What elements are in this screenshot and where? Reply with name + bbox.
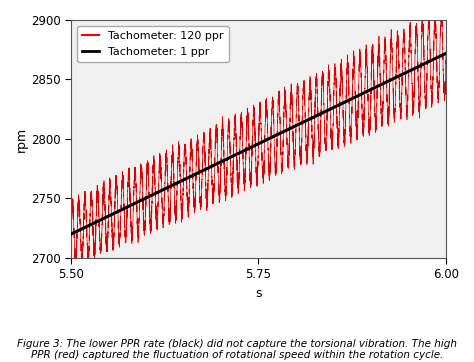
Tachometer: 1 ppr: (5.93, 2.85e+03): 1 ppr: (5.93, 2.85e+03) (392, 76, 398, 80)
Tachometer: 120 ppr: (5.82, 2.83e+03): 120 ppr: (5.82, 2.83e+03) (306, 95, 312, 100)
Tachometer: 1 ppr: (5.52, 2.73e+03): 1 ppr: (5.52, 2.73e+03) (85, 224, 91, 228)
Tachometer: 1 ppr: (5.7, 2.78e+03): 1 ppr: (5.7, 2.78e+03) (221, 158, 227, 162)
Tachometer: 1 ppr: (5.5, 2.72e+03): 1 ppr: (5.5, 2.72e+03) (68, 232, 74, 236)
Tachometer: 1 ppr: (5.86, 2.83e+03): 1 ppr: (5.86, 2.83e+03) (341, 101, 346, 105)
Tachometer: 1 ppr: (5.64, 2.76e+03): 1 ppr: (5.64, 2.76e+03) (170, 183, 176, 187)
Legend: Tachometer: 120 ppr, Tachometer: 1 ppr: Tachometer: 120 ppr, Tachometer: 1 ppr (76, 26, 228, 62)
Tachometer: 120 ppr: (5.99, 2.91e+03): 120 ppr: (5.99, 2.91e+03) (432, 7, 438, 11)
Tachometer: 1 ppr: (5.68, 2.78e+03): 1 ppr: (5.68, 2.78e+03) (204, 166, 210, 171)
Tachometer: 1 ppr: (6, 2.87e+03): 1 ppr: (6, 2.87e+03) (443, 51, 449, 55)
Tachometer: 120 ppr: (5.53, 2.73e+03): 120 ppr: (5.53, 2.73e+03) (87, 217, 93, 222)
Tachometer: 120 ppr: (6, 2.87e+03): 120 ppr: (6, 2.87e+03) (443, 51, 449, 55)
Line: Tachometer: 120 ppr: Tachometer: 120 ppr (71, 9, 446, 266)
Tachometer: 1 ppr: (5.57, 2.74e+03): 1 ppr: (5.57, 2.74e+03) (119, 207, 125, 212)
Tachometer: 1 ppr: (5.91, 2.84e+03): 1 ppr: (5.91, 2.84e+03) (375, 84, 381, 88)
Line: Tachometer: 1 ppr: Tachometer: 1 ppr (71, 53, 446, 234)
Tachometer: 1 ppr: (5.75, 2.8e+03): 1 ppr: (5.75, 2.8e+03) (255, 142, 261, 146)
Tachometer: 120 ppr: (5.87, 2.84e+03): 120 ppr: (5.87, 2.84e+03) (346, 94, 352, 98)
Tachometer: 1 ppr: (5.77, 2.8e+03): 1 ppr: (5.77, 2.8e+03) (273, 133, 278, 138)
Text: Figure 3: The lower PPR rate (black) did not capture the torsional vibration. Th: Figure 3: The lower PPR rate (black) did… (17, 338, 457, 360)
Tachometer: 1 ppr: (5.61, 2.75e+03): 1 ppr: (5.61, 2.75e+03) (154, 191, 159, 195)
Tachometer: 1 ppr: (5.82, 2.82e+03): 1 ppr: (5.82, 2.82e+03) (307, 117, 312, 121)
Tachometer: 120 ppr: (5.51, 2.69e+03): 120 ppr: (5.51, 2.69e+03) (73, 264, 79, 269)
Tachometer: 120 ppr: (5.8, 2.8e+03): 120 ppr: (5.8, 2.8e+03) (290, 133, 296, 138)
Tachometer: 1 ppr: (5.8, 2.81e+03): 1 ppr: (5.8, 2.81e+03) (290, 125, 295, 130)
Tachometer: 1 ppr: (5.89, 2.84e+03): 1 ppr: (5.89, 2.84e+03) (358, 92, 364, 97)
Y-axis label: rpm: rpm (15, 126, 28, 152)
Tachometer: 120 ppr: (5.5, 2.73e+03): 120 ppr: (5.5, 2.73e+03) (68, 226, 74, 230)
Tachometer: 1 ppr: (5.59, 2.75e+03): 1 ppr: (5.59, 2.75e+03) (137, 199, 142, 203)
Tachometer: 1 ppr: (5.55, 2.73e+03): 1 ppr: (5.55, 2.73e+03) (102, 215, 108, 220)
X-axis label: s: s (255, 287, 262, 300)
Tachometer: 1 ppr: (5.95, 2.86e+03): 1 ppr: (5.95, 2.86e+03) (409, 68, 415, 72)
Tachometer: 1 ppr: (5.98, 2.87e+03): 1 ppr: (5.98, 2.87e+03) (426, 59, 432, 64)
Tachometer: 120 ppr: (5.68, 2.75e+03): 120 ppr: (5.68, 2.75e+03) (204, 199, 210, 204)
Tachometer: 120 ppr: (5.9, 2.81e+03): 120 ppr: (5.9, 2.81e+03) (366, 122, 372, 126)
Tachometer: 1 ppr: (5.73, 2.79e+03): 1 ppr: (5.73, 2.79e+03) (238, 150, 244, 154)
Tachometer: 1 ppr: (5.66, 2.77e+03): 1 ppr: (5.66, 2.77e+03) (187, 174, 193, 179)
Tachometer: 1 ppr: (5.84, 2.82e+03): 1 ppr: (5.84, 2.82e+03) (324, 109, 329, 113)
